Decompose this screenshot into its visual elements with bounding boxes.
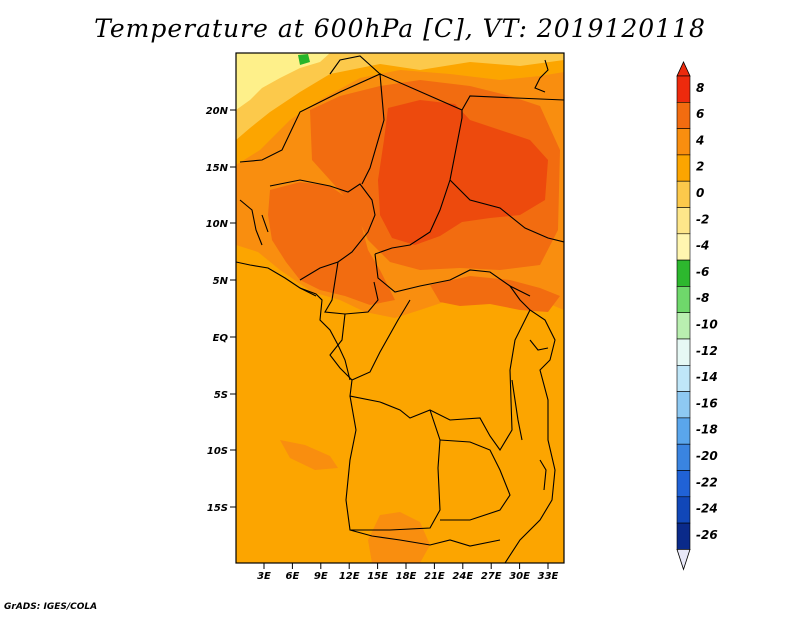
contour-cooler-north	[236, 53, 330, 110]
colorbar-segment	[676, 154, 691, 182]
colorbar-segment	[676, 391, 691, 419]
lon-tick-label: 30E	[509, 571, 530, 582]
colorbar-segment	[676, 312, 691, 340]
lat-tick-label: EQ	[213, 333, 229, 344]
contour-2-4-west	[280, 440, 338, 470]
colorbar-label: 6	[696, 107, 704, 121]
map-title: Temperature at 600hPa [C], VT: 201912011…	[94, 14, 706, 43]
contour-4-6-east	[430, 276, 560, 312]
colorbar-label: -24	[696, 502, 718, 516]
border-namibia	[349, 529, 501, 547]
lat-tick-label: 5N	[213, 276, 229, 287]
colorbar-bottom-arrow	[676, 549, 691, 571]
colorbar-label: -20	[696, 449, 718, 463]
lat-tick-label: 15N	[206, 163, 229, 174]
colorbar-segment	[676, 443, 691, 471]
lat-tick-label: 10N	[206, 219, 229, 230]
contour-2-4-south	[368, 512, 430, 563]
contour-4-6-west	[268, 182, 395, 305]
border-niger	[239, 73, 385, 185]
country-borders	[236, 55, 564, 563]
lat-tick-label: 5S	[214, 390, 228, 401]
lon-tick-label: 9E	[314, 571, 328, 582]
border-west-small	[239, 199, 269, 246]
border-angola	[345, 395, 441, 531]
colorbar-segment	[676, 259, 691, 287]
colorbar-segment	[676, 417, 691, 445]
colorbar-segment	[676, 128, 691, 156]
lon-tick-label: 15E	[367, 571, 388, 582]
lon-tick-label: 18E	[396, 571, 417, 582]
colorbar-segment	[676, 470, 691, 498]
colorbar-segment	[676, 522, 691, 550]
longitude-axis: 3E 6E 9E 12E 15E 18E 21E 24E 27E 30E 33E	[257, 563, 559, 582]
lon-tick-label: 33E	[538, 571, 559, 582]
colorbar-segment	[676, 233, 691, 261]
border-drc	[349, 309, 531, 452]
lon-tick-label: 3E	[257, 571, 271, 582]
lon-tick-label: 27E	[481, 571, 502, 582]
colorbar-top-arrow	[676, 61, 691, 77]
grads-credit: GrADS: IGES/COLA	[4, 602, 98, 612]
colorbar-label: -14	[696, 370, 718, 384]
colorbar-label: -18	[696, 423, 718, 437]
border-chad	[374, 73, 463, 255]
border-east	[504, 285, 556, 563]
lat-tick-label: 15S	[207, 503, 228, 514]
border-gulf-coast	[299, 287, 351, 381]
colorbar-segment	[676, 207, 691, 235]
border-lakes	[511, 339, 549, 491]
map-frame	[235, 52, 565, 564]
colorbar-label: -22	[696, 475, 718, 489]
lat-tick-label: 10S	[207, 446, 228, 457]
border-libya	[329, 55, 381, 75]
latitude-axis: 20N 15N 10N 5N EQ 5S 10S 15S	[206, 106, 236, 514]
colorbar-label: -10	[696, 318, 718, 332]
border-car	[374, 253, 531, 297]
lon-tick-label: 6E	[286, 571, 300, 582]
contour-cool-north	[236, 53, 564, 140]
colorbar-label: -2	[696, 212, 709, 226]
colorbar-label: -8	[696, 291, 709, 305]
contour-6-8-core	[378, 100, 548, 245]
temperature-field	[236, 53, 564, 563]
colorbar-label: -16	[696, 396, 718, 410]
border-nile	[534, 59, 549, 93]
colorbar-label: 0	[696, 186, 704, 200]
colorbar-segment	[676, 496, 691, 524]
colorbar-label: 4	[695, 133, 704, 147]
colorbar-label: -26	[696, 528, 718, 542]
border-zambia	[439, 439, 511, 521]
lon-tick-label: 21E	[424, 571, 445, 582]
colorbar-label: -6	[696, 265, 709, 279]
colorbar-segment	[676, 364, 691, 392]
lon-tick-label: 12E	[339, 571, 360, 582]
colorbar-label: 8	[696, 81, 704, 95]
border-sudan	[449, 95, 564, 243]
colorbar-segment	[676, 180, 691, 208]
colorbar-label: -4	[696, 239, 709, 253]
lon-tick-label: 24E	[452, 571, 473, 582]
lat-tick-label: 20N	[206, 106, 229, 117]
colorbar-segment	[676, 286, 691, 313]
colorbar-segment	[676, 75, 691, 103]
colorbar: 8 6 4 2 0 -2 -4 -6 -8 -10 -12 -14 -16 -18 -20 -22 -24 -26	[676, 61, 718, 571]
colorbar-segment	[676, 338, 691, 366]
contour-green-spot	[298, 54, 310, 65]
colorbar-segment	[676, 102, 691, 129]
colorbar-label: -12	[696, 344, 718, 358]
border-nigeria	[269, 179, 376, 281]
colorbar-label: 2	[696, 160, 704, 174]
